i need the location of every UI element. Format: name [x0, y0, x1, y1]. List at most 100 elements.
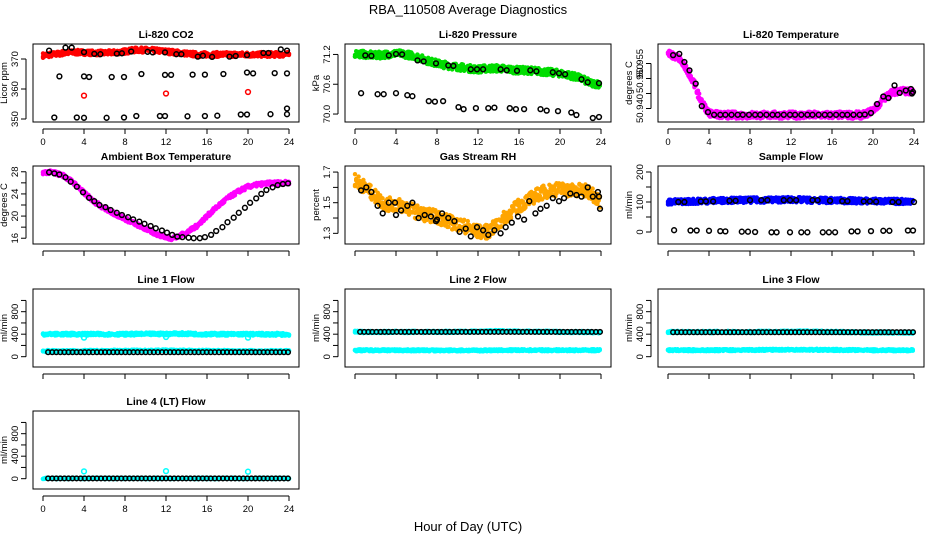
series-raw — [352, 172, 602, 241]
data-point — [128, 48, 135, 55]
data-point — [156, 112, 164, 120]
data-point — [362, 52, 369, 59]
x-axis — [667, 250, 915, 256]
data-point — [246, 199, 254, 206]
data-point — [485, 231, 492, 239]
data-point — [584, 184, 591, 191]
data-point — [560, 194, 568, 202]
raw-point — [439, 222, 444, 228]
raw-point — [499, 224, 504, 229]
series-high-span — [56, 69, 291, 81]
data-point — [520, 105, 528, 113]
data-point — [96, 201, 103, 209]
raw-point — [286, 332, 292, 337]
data-point — [537, 105, 544, 113]
plot-frame — [32, 43, 300, 123]
raw-point — [356, 174, 361, 179]
x-tick-label: 24 — [284, 137, 295, 148]
data-point — [815, 111, 822, 118]
data-point — [670, 227, 678, 234]
data-point — [397, 207, 405, 214]
raw-point — [688, 73, 693, 79]
y-tick-label: 1.5 — [322, 196, 333, 209]
data-point — [896, 89, 903, 97]
data-point — [497, 230, 504, 237]
x-tick-label: 24 — [596, 137, 607, 148]
raw-point — [446, 224, 451, 230]
y-tick-label: 350 — [10, 111, 21, 127]
data-point — [456, 228, 463, 235]
data-point — [167, 71, 175, 79]
x-axis: 0 4 8 12 16 20 24 — [40, 128, 295, 148]
raw-point — [453, 61, 458, 66]
data-point — [722, 111, 729, 118]
data-point — [161, 71, 169, 79]
data-point — [409, 93, 416, 100]
data-point — [885, 94, 892, 102]
data-point — [520, 216, 528, 223]
data-point — [460, 105, 467, 113]
data-point — [710, 111, 718, 118]
data-point — [265, 49, 272, 57]
data-point — [473, 66, 481, 73]
data-point — [595, 80, 603, 87]
data-point — [103, 114, 110, 121]
y-tick-label: 70.0 — [322, 105, 333, 124]
y-axis-label: Licor ppm — [0, 62, 10, 104]
data-point — [744, 228, 752, 235]
data-point — [120, 114, 128, 121]
data-point — [872, 198, 880, 205]
panel-title: Gas Stream RH — [440, 151, 516, 163]
data-point — [392, 90, 400, 97]
data-point — [107, 206, 114, 214]
data-point — [357, 90, 365, 97]
y-tick-label: 360 — [10, 81, 21, 97]
data-point — [51, 114, 58, 121]
x-tick-label: 12 — [786, 137, 797, 148]
data-point — [404, 92, 411, 99]
data-point — [891, 82, 898, 89]
data-point — [243, 69, 251, 76]
raw-point — [590, 186, 595, 191]
plot-area — [352, 172, 604, 241]
data-point — [467, 233, 474, 240]
data-point — [595, 113, 603, 121]
data-point — [374, 91, 381, 98]
data-point — [80, 73, 88, 80]
data-point — [130, 216, 137, 223]
data-point — [185, 234, 192, 241]
plot-frame — [657, 43, 925, 123]
data-point — [190, 235, 197, 242]
data-point — [80, 114, 88, 121]
data-point — [283, 111, 291, 118]
data-point — [555, 198, 563, 205]
y-tick-label: 1.3 — [322, 227, 333, 240]
series-low-span — [51, 105, 291, 121]
plot-area — [40, 168, 292, 243]
data-point — [549, 194, 556, 202]
data-point — [561, 71, 569, 78]
data-point — [201, 71, 209, 78]
data-point — [861, 111, 868, 118]
x-tick-label: 12 — [161, 137, 172, 148]
y-axis: 70.070.671.2 — [322, 45, 339, 124]
data-point — [189, 71, 196, 78]
data-point — [385, 199, 392, 206]
data-point — [226, 53, 233, 60]
data-point — [67, 178, 74, 185]
data-point — [56, 73, 63, 80]
data-point — [886, 227, 893, 234]
data-point — [179, 233, 186, 241]
data-point — [439, 97, 447, 105]
data-point — [258, 190, 265, 198]
data-point — [124, 214, 132, 221]
x-tick-label: 20 — [243, 137, 254, 148]
x-axis — [354, 250, 602, 256]
raw-point — [458, 68, 463, 73]
data-point — [819, 229, 826, 236]
data-point — [241, 204, 249, 211]
plot-area — [40, 44, 292, 121]
